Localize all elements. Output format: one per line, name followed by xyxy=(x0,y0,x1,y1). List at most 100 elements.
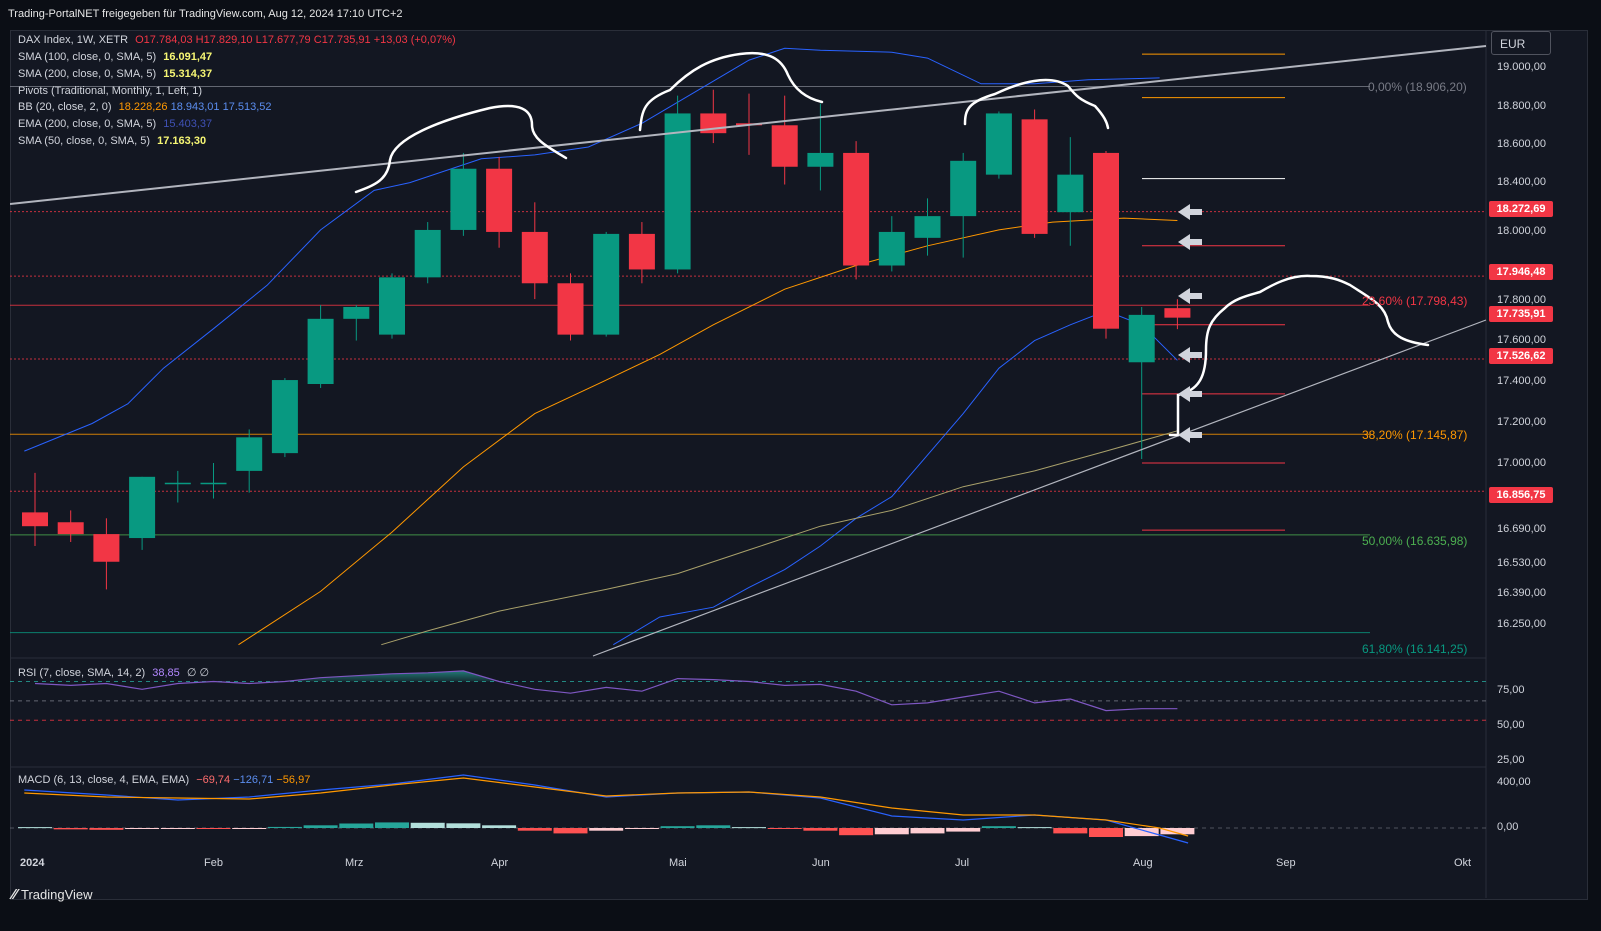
fib-label-236: 23,60% (17.798,43) xyxy=(1362,294,1468,308)
candle-body xyxy=(379,277,405,335)
candle-body xyxy=(807,152,834,167)
legend-pivots-label: Pivots (Traditional, Monthly, 1, Left, 1… xyxy=(18,85,203,97)
rsi-overbought-fill xyxy=(249,670,500,682)
macd-histogram-bar xyxy=(232,828,267,829)
candle-body xyxy=(593,233,620,335)
arrow-marker xyxy=(1178,427,1202,443)
x-tick: Mrz xyxy=(345,857,364,869)
arrow-marker xyxy=(1178,204,1202,220)
macd-histogram-bar xyxy=(482,825,517,828)
x-tick: Feb xyxy=(204,857,223,869)
macd-histogram-bar xyxy=(696,825,731,828)
legend-ema200-value: 15.403,37 xyxy=(163,118,213,130)
macd-histogram-bar xyxy=(981,826,1016,828)
candle-body xyxy=(914,216,941,238)
legend-ema200[interactable]: EMA (200, close, 0, SMA, 5) 15.403,37 xyxy=(18,118,212,130)
trendline-resistance xyxy=(10,45,1487,205)
macd-histogram-bar xyxy=(375,822,409,828)
legend-sma200-value: 15.314,37 xyxy=(163,68,213,80)
macd-histogram-bar xyxy=(1160,828,1195,835)
price-badge: 18.272,69 xyxy=(1489,201,1553,217)
price-tick: 17.200,00 xyxy=(1497,416,1546,428)
legend-symbol-row: DAX Index, 1W, XETR O17.784,03 H17.829,1… xyxy=(18,34,456,46)
price-tick: 16.690,00 xyxy=(1497,523,1546,535)
candle-body xyxy=(343,306,370,319)
candle-body xyxy=(1093,152,1119,329)
macd-histogram-bar xyxy=(303,825,338,828)
price-tick: 18.400,00 xyxy=(1497,176,1546,188)
candle-body xyxy=(843,152,870,266)
rsi-tick: 25,00 xyxy=(1497,754,1525,766)
chart-canvas[interactable] xyxy=(10,30,1586,898)
candle-body xyxy=(93,534,120,562)
macd-histogram-bar xyxy=(624,828,659,829)
price-tick: 18.600,00 xyxy=(1497,138,1546,150)
bb-upper xyxy=(24,47,1160,452)
freehand-curve xyxy=(1168,274,1430,437)
legend-rsi[interactable]: RSI (7, close, SMA, 14, 2) 38,85 ∅ ∅ xyxy=(18,666,209,679)
legend-macd-v1: −69,74 xyxy=(196,774,231,786)
trendline-support xyxy=(592,319,1487,657)
candle-body xyxy=(950,160,977,217)
freehand-curve xyxy=(638,51,824,132)
currency-button[interactable]: EUR xyxy=(1491,31,1551,55)
header-text: Trading-PortalNET freigegeben für Tradin… xyxy=(8,8,403,20)
price-badge: 17.946,48 xyxy=(1489,264,1553,280)
freehand-curve xyxy=(354,104,568,194)
legend-close: C17.735,91 xyxy=(313,34,371,46)
legend-macd-label: MACD (6, 13, close, 4, EMA, EMA) xyxy=(18,774,190,786)
candle-body xyxy=(1057,174,1084,213)
legend-bb-upper: 18.943,01 xyxy=(170,101,220,113)
x-tick: Sep xyxy=(1276,857,1296,869)
arrow-marker xyxy=(1178,234,1202,250)
macd-histogram-bar xyxy=(446,823,481,828)
candle-body xyxy=(985,113,1012,175)
candle-body xyxy=(450,168,477,230)
arrow-marker xyxy=(1178,386,1202,402)
macd-histogram-bar xyxy=(803,828,838,831)
legend-sma100-label: SMA (100, close, 0, SMA, 5) xyxy=(18,51,157,63)
candle-body xyxy=(486,168,513,232)
macd-histogram-bar xyxy=(125,828,160,829)
legend-macd[interactable]: MACD (6, 13, close, 4, EMA, EMA) −69,74 … xyxy=(18,774,310,786)
candle-body xyxy=(22,512,48,527)
legend-sma200[interactable]: SMA (200, close, 0, SMA, 5) 15.314,37 xyxy=(18,68,212,80)
price-tick: 16.250,00 xyxy=(1497,618,1546,630)
macd-histogram-bar xyxy=(1017,827,1052,829)
macd-histogram-bar xyxy=(160,828,195,829)
macd-tick: 400,00 xyxy=(1497,776,1531,788)
x-tick: Okt xyxy=(1454,857,1472,869)
legend-ema200-label: EMA (200, close, 0, SMA, 5) xyxy=(18,118,157,130)
legend-sma50[interactable]: SMA (50, close, 0, SMA, 5) 17.163,30 xyxy=(18,135,206,147)
macd-histogram-bar xyxy=(18,827,52,829)
x-tick: Aug xyxy=(1133,857,1153,869)
legend-sma100[interactable]: SMA (100, close, 0, SMA, 5) 16.091,47 xyxy=(18,51,212,63)
price-tick: 17.600,00 xyxy=(1497,334,1546,346)
candle-body xyxy=(1128,314,1155,363)
sma50 xyxy=(381,430,1178,646)
rsi-line xyxy=(34,670,1178,712)
macd-histogram-bar xyxy=(874,828,909,835)
candle-body xyxy=(200,482,227,485)
legend-bb[interactable]: BB (20, close, 2, 0) 18.228,26 18.943,01… xyxy=(18,101,272,113)
price-tick: 17.000,00 xyxy=(1497,457,1546,469)
last-price-badge: 17.735,91 xyxy=(1489,306,1553,322)
arrow-marker xyxy=(1178,288,1202,304)
macd-histogram-bar xyxy=(517,828,552,831)
footer-brand[interactable]: ⁄⁄ TradingView xyxy=(12,886,93,903)
candle-body xyxy=(1021,119,1048,234)
legend-symbol[interactable]: DAX Index, 1W, XETR xyxy=(18,34,129,46)
rsi-tick: 50,00 xyxy=(1497,719,1525,731)
x-tick: Mai xyxy=(669,857,687,869)
legend-pivots[interactable]: Pivots (Traditional, Monthly, 1, Left, 1… xyxy=(18,85,202,97)
legend-rsi-extra: ∅ ∅ xyxy=(186,667,210,679)
macd-histogram-bar xyxy=(410,822,445,828)
brand-name: TradingView xyxy=(21,887,93,902)
macd-histogram-bar xyxy=(910,828,945,834)
candle-body xyxy=(236,437,263,471)
price-tick: 17.800,00 xyxy=(1497,294,1546,306)
candle-body xyxy=(414,229,441,278)
legend-sma100-value: 16.091,47 xyxy=(163,51,213,63)
legend-open: O17.784,03 xyxy=(135,34,193,46)
fib-label-50: 50,00% (16.635,98) xyxy=(1362,534,1468,548)
